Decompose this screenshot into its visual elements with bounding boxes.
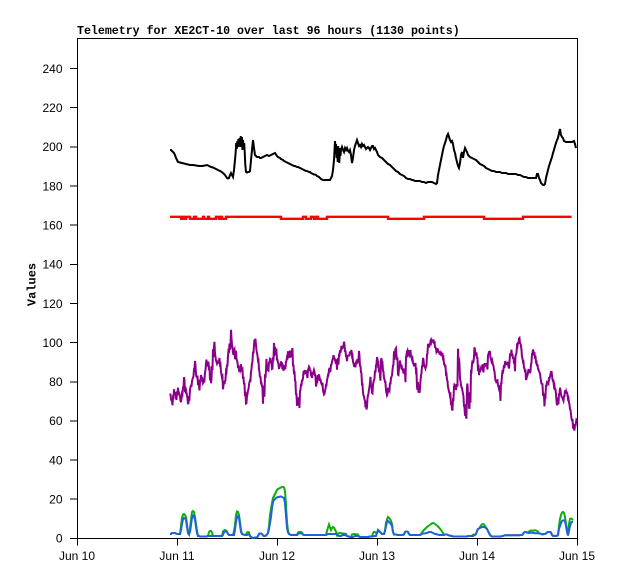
svg-text:180: 180	[42, 179, 62, 193]
svg-text:Jun 13: Jun 13	[359, 549, 395, 563]
svg-text:120: 120	[42, 297, 62, 311]
svg-text:100: 100	[42, 336, 62, 350]
svg-text:Jun 14: Jun 14	[459, 549, 495, 563]
svg-text:160: 160	[42, 219, 62, 233]
svg-text:Telemetry for XE2CT-10 over la: Telemetry for XE2CT-10 over last 96 hour…	[77, 25, 460, 38]
svg-text:240: 240	[42, 62, 62, 76]
svg-text:Jun 11: Jun 11	[159, 549, 194, 563]
svg-text:Values: Values	[26, 263, 40, 306]
svg-text:0: 0	[56, 532, 63, 546]
svg-text:Jun 15: Jun 15	[559, 549, 595, 563]
svg-text:220: 220	[42, 101, 62, 115]
svg-text:60: 60	[49, 414, 63, 428]
svg-text:Jun 10: Jun 10	[59, 549, 95, 563]
svg-text:Jun 12: Jun 12	[259, 549, 295, 563]
svg-text:140: 140	[42, 258, 62, 272]
svg-text:20: 20	[49, 493, 63, 507]
svg-text:200: 200	[42, 140, 62, 154]
svg-text:40: 40	[49, 453, 63, 467]
svg-text:80: 80	[49, 375, 63, 389]
